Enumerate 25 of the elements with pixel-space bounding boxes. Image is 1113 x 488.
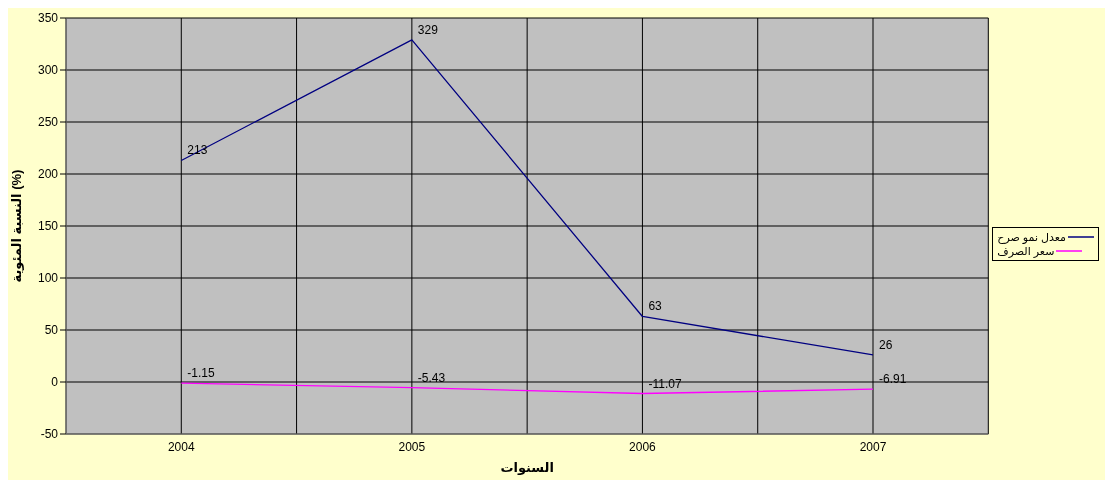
- y-axis-title: النسبة المئوية (%): [8, 169, 24, 283]
- y-tick-label: 300: [37, 63, 59, 78]
- legend-label: سعر الصرف: [997, 244, 1055, 258]
- y-tick-label: 250: [37, 115, 59, 130]
- data-label: -5.43: [417, 370, 446, 385]
- x-tick-label: 2005: [398, 439, 426, 454]
- line-series: [180, 39, 874, 356]
- legend-label: معدل نمو صرح: [997, 230, 1066, 244]
- x-axis-title: السنوات: [500, 460, 554, 475]
- data-label: -1.15: [187, 366, 215, 381]
- x-tick-label: 2007: [859, 439, 887, 454]
- y-tick-label: -50: [40, 427, 59, 442]
- data-label: -6.91: [879, 372, 907, 387]
- y-tick-label: 50: [44, 323, 59, 338]
- x-tick-label: 2004: [167, 439, 195, 454]
- y-tick-label: 150: [37, 219, 59, 234]
- y-tick-label: 0: [51, 375, 59, 390]
- data-label: 329: [417, 22, 439, 37]
- x-tick-label: 2006: [629, 439, 657, 454]
- y-tick-label: 350: [37, 11, 59, 26]
- y-tick-label: 200: [37, 167, 59, 182]
- data-label: 63: [648, 299, 663, 314]
- y-tick-label: 100: [37, 271, 59, 286]
- data-label: 26: [879, 337, 893, 352]
- data-label: -11.07: [648, 376, 682, 391]
